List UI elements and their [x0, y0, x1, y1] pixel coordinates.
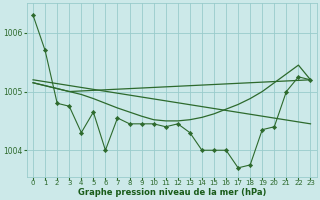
X-axis label: Graphe pression niveau de la mer (hPa): Graphe pression niveau de la mer (hPa) — [77, 188, 266, 197]
